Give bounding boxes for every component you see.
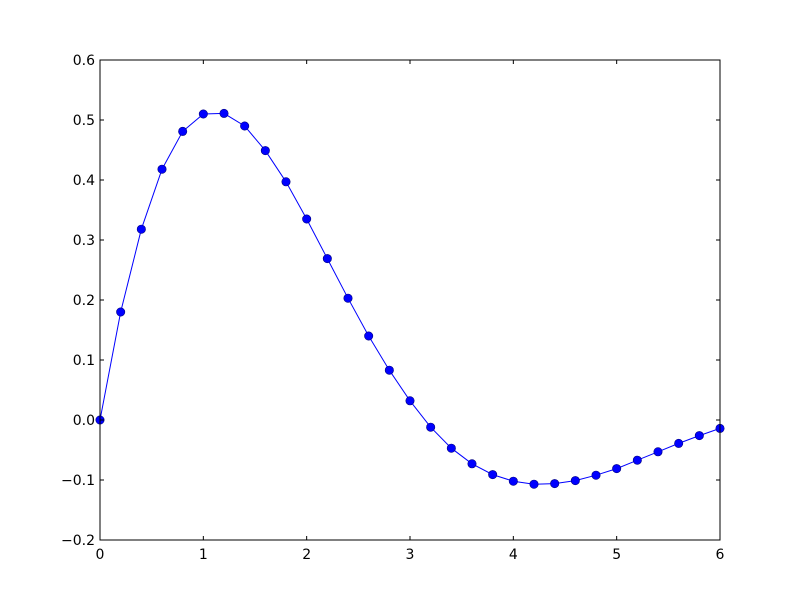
data-point — [302, 214, 312, 224]
series-markers-group — [95, 108, 725, 489]
data-point — [240, 121, 250, 131]
y-tick-label: −0.2 — [61, 533, 95, 549]
data-point — [219, 108, 229, 118]
x-tick-label: 0 — [96, 547, 105, 563]
data-point — [570, 476, 580, 486]
data-point — [198, 109, 208, 119]
data-point — [136, 224, 146, 234]
x-tick-label: 2 — [302, 547, 311, 563]
data-point — [591, 470, 601, 480]
data-point — [322, 254, 332, 264]
data-point — [467, 459, 477, 469]
data-point — [260, 146, 270, 156]
y-tick-label: 0.1 — [73, 353, 95, 369]
data-point — [178, 126, 188, 136]
data-point — [529, 479, 539, 489]
data-point — [384, 365, 394, 375]
data-point — [653, 447, 663, 457]
y-tick-label: −0.1 — [61, 473, 95, 489]
data-point — [446, 443, 456, 453]
x-tick-label: 6 — [716, 547, 725, 563]
y-tick-label: 0.2 — [73, 293, 95, 309]
plot-area — [100, 60, 720, 540]
data-point — [550, 479, 560, 489]
y-tick-label: 0.5 — [73, 113, 95, 129]
data-point — [364, 331, 374, 341]
data-point — [343, 293, 353, 303]
x-tick-label: 1 — [199, 547, 208, 563]
data-point — [157, 164, 167, 174]
x-tick-label: 3 — [406, 547, 415, 563]
data-point — [612, 464, 622, 474]
data-point — [632, 455, 642, 465]
y-tick-label: 0.4 — [73, 173, 95, 189]
data-point — [426, 422, 436, 432]
data-point — [281, 177, 291, 187]
data-point — [488, 470, 498, 480]
x-tick-label: 4 — [509, 547, 518, 563]
y-tick-label: 0.6 — [73, 53, 95, 69]
plot-frame — [99, 59, 721, 541]
y-tick-label: 0.3 — [73, 233, 95, 249]
data-point — [405, 396, 415, 406]
data-point — [508, 476, 518, 486]
data-point — [674, 438, 684, 448]
x-tick-label: 5 — [612, 547, 621, 563]
data-point — [694, 431, 704, 441]
tick-labels-group: 0 1 2 3 4 5 6 −0.2 −0.1 0.0 0.1 0.2 0.3 0.4 0.5 0.6 — [61, 53, 725, 563]
data-point — [116, 307, 126, 317]
y-tick-label: 0.0 — [73, 413, 95, 429]
